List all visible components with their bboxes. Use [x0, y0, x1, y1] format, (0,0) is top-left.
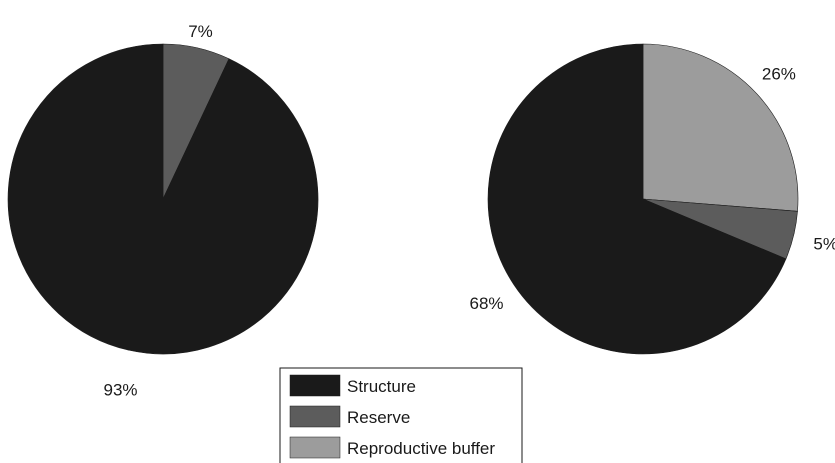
legend-label-reserve: Reserve: [347, 408, 410, 427]
pie-left-label-structure: 93%: [103, 380, 137, 399]
pie-right-label-structure: 68%: [469, 294, 503, 313]
legend-label-reproductive-buffer: Reproductive buffer: [347, 439, 495, 458]
legend: Structure Reserve Reproductive buffer: [279, 367, 523, 463]
pie-right-label-reproductive-buffer: 26%: [762, 65, 796, 84]
pie-right-label-reserve: 5%: [813, 234, 835, 253]
pie-chart-right: 26% 5% 68%: [469, 43, 835, 355]
legend-swatch-reproductive-buffer: [289, 436, 341, 459]
pie-chart-left: 7% 93%: [7, 22, 319, 399]
legend-swatch-structure: [289, 374, 341, 397]
legend-swatch-reserve: [289, 405, 341, 428]
pie-left-slice-structure: [7, 43, 319, 355]
pie-right-slice-structure: [487, 43, 787, 355]
legend-label-structure: Structure: [347, 377, 416, 396]
pie-left-label-reserve: 7%: [188, 22, 213, 41]
pie-right-slice-reproductive-buffer: [642, 43, 799, 212]
